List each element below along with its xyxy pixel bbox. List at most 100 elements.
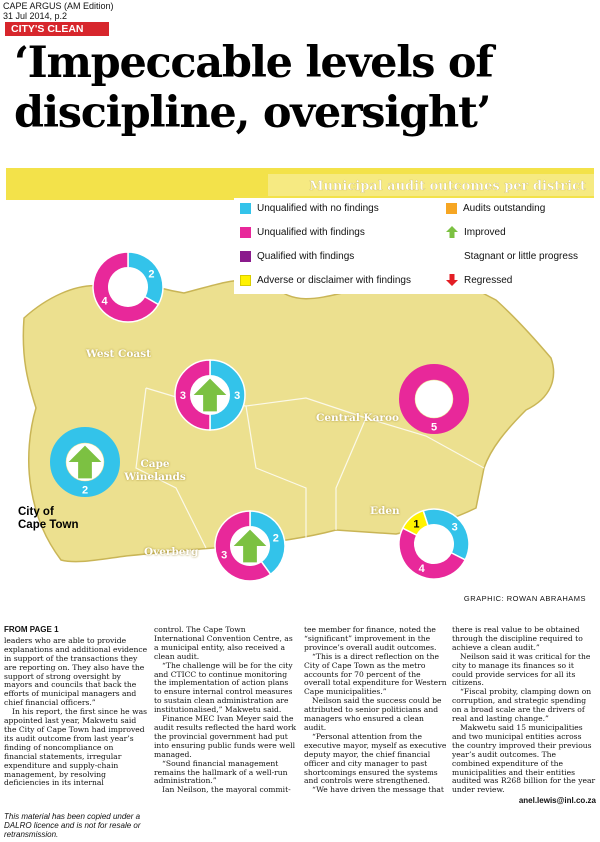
legend-panel (234, 198, 594, 294)
donut-value-label: 2 (148, 268, 154, 280)
donut-segment-magenta (174, 359, 211, 431)
legend-item-unqualified-no-findings: Unqualified with no findings (240, 201, 379, 215)
legend-label: Unqualified with no findings (257, 202, 379, 214)
donut-segment-cyan (209, 359, 246, 431)
legend: Unqualified with no findings Unqualified… (240, 201, 590, 297)
donut-cape-winelands: 33 (174, 359, 246, 431)
green-up-arrow-icon (446, 226, 458, 238)
donut-hole (415, 380, 453, 418)
legend-label: Improved (464, 226, 506, 238)
donut-segment-magenta (398, 527, 467, 580)
paragraph: “Fiscal probity, clamping down on corrup… (452, 687, 592, 724)
yellow-square-icon (240, 274, 251, 286)
donut-west-coast: 24 (92, 251, 164, 323)
city-label-line-1: City of (18, 506, 54, 518)
article-column-4: there is real value to be obtained throu… (452, 625, 596, 806)
city-label-line-2: Cape Town (18, 519, 79, 531)
donut-segment-magenta (399, 364, 470, 434)
donut-segment-magenta (92, 251, 160, 323)
donut-central-karoo: 5 (399, 364, 470, 434)
donut-overberg: 23 (214, 510, 286, 582)
audit-outcomes-graphic: Municipal audit outcomes per district 24… (6, 168, 594, 612)
paragraph: “This is a direct reflection on the City… (304, 651, 447, 697)
donut-value-label: 3 (221, 549, 227, 561)
donut-value-label: 3 (234, 390, 240, 402)
article-column-3: tee member for finance, noted the “signi… (304, 625, 448, 795)
donut-value-label: 4 (101, 296, 108, 308)
paragraph: Ian Neilson, the mayoral commit- (162, 785, 291, 795)
paragraph: “Personal attention from the executive m… (304, 731, 447, 786)
donut-city-of-cape-town: 2 (50, 427, 121, 497)
paragraph: Makwetu said 15 municipalities and two m… (452, 722, 596, 795)
legend-label: Stagnant or little progress (464, 250, 578, 262)
legend-label: Regressed (464, 274, 513, 286)
paragraph: “We have driven the message that (312, 785, 444, 795)
from-page-label: FROM PAGE 1 (4, 625, 59, 634)
paragraph: control. The Cape Town International Con… (154, 625, 293, 661)
legend-label: Adverse or disclaimer with findings (257, 274, 411, 286)
publication-name: CAPE ARGUS (AM Edition) (3, 1, 114, 11)
paragraph: “Sound financial management remains the … (154, 758, 288, 786)
orange-square-icon (446, 202, 457, 214)
legend-item-adverse-disclaimer: Adverse or disclaimer with findings (240, 273, 411, 287)
region-label-central-karoo: Central Karoo (316, 412, 399, 424)
banner-background (268, 174, 594, 196)
paragraph: Finance MEC Ivan Meyer said the audit re… (154, 714, 297, 759)
donut-segment-yellow (401, 509, 429, 537)
legend-item-qualified-with-findings: Qualified with findings (240, 249, 354, 263)
article-column-1: FROM PAGE 1 leaders who are able to prov… (4, 625, 148, 788)
legend-item-improved: Improved (446, 225, 506, 239)
source-line: CAPE ARGUS (AM Edition) 31 Jul 2014, p.2 (3, 1, 114, 21)
region-label-overberg: Overberg (144, 546, 199, 558)
region-label-eden: Eden (370, 505, 400, 517)
donut-hole (109, 268, 147, 306)
donut-eden: 3 4 1 (398, 508, 470, 580)
donut-value-label: 3 (180, 390, 186, 402)
green-up-arrow-icon (68, 445, 102, 479)
red-down-arrow-icon (446, 274, 458, 286)
licence-disclaimer: This material has been copied under a DA… (4, 812, 141, 839)
donut-value-label: 3 (452, 521, 458, 533)
legend-label: Audits outstanding (463, 202, 546, 214)
publication-date: 31 Jul 2014, p.2 (3, 11, 68, 21)
graphic-credit: GRAPHIC: ROWAN ABRAHAMS (463, 594, 586, 603)
donut-value-label: 2 (273, 533, 279, 545)
donut-segment-magenta (214, 510, 272, 582)
region-label-west-coast: West Coast (86, 348, 151, 360)
headline-line-1: ‘Impeccable levels of (14, 38, 494, 88)
donut-value-label: 2 (82, 484, 88, 496)
cyan-square-icon (240, 202, 251, 214)
legend-label: Unqualified with findings (257, 226, 365, 238)
paragraph: there is real value to be obtained throu… (452, 625, 583, 652)
article-column-2: control. The Cape Town International Con… (154, 625, 298, 795)
paragraph: leaders who are able to provide explanat… (4, 635, 148, 708)
paragraph: In his report, the first since he was ap… (4, 707, 148, 788)
author-email: anel.lewis@inl.co.za (518, 796, 596, 806)
city-of-cape-town-label: City of Cape Town (18, 506, 78, 532)
green-up-arrow-icon (193, 378, 227, 412)
paragraph: “The challenge will be for the city and … (154, 660, 293, 715)
article-body: FROM PAGE 1 leaders who are able to prov… (4, 625, 596, 806)
paragraph: Neilson said the success could be attrib… (304, 696, 442, 732)
legend-item-stagnant: Stagnant or little progress (446, 249, 578, 263)
paragraph: tee member for finance, noted the “signi… (304, 625, 437, 652)
section-kicker: CITY'S CLEAN AUDIT (5, 22, 109, 49)
donut-value-label: 4 (419, 563, 426, 575)
legend-item-audits-outstanding: Audits outstanding (446, 201, 545, 215)
donut-hole (415, 525, 453, 563)
donut-segment-cyan (50, 427, 121, 497)
graphic-banner-title: Municipal audit outcomes per district (309, 179, 586, 194)
magenta-square-icon (240, 226, 251, 238)
district-boundaries (135, 387, 485, 549)
purple-square-icon (240, 250, 251, 262)
region-label-cape-winelands: Cape Winelands (120, 458, 190, 484)
paragraph: Neilson said it was critical for the cit… (452, 651, 591, 688)
donut-value-label: 1 (413, 518, 419, 530)
legend-label: Qualified with findings (257, 250, 355, 262)
legend-item-regressed: Regressed (446, 273, 512, 287)
headline: ‘Impeccable levels of discipline, oversi… (14, 38, 594, 138)
cape-winelands-text: Cape Winelands (124, 458, 186, 483)
legend-item-unqualified-with-findings: Unqualified with findings (240, 225, 365, 239)
headline-line-2: discipline, oversight’ (14, 88, 492, 138)
